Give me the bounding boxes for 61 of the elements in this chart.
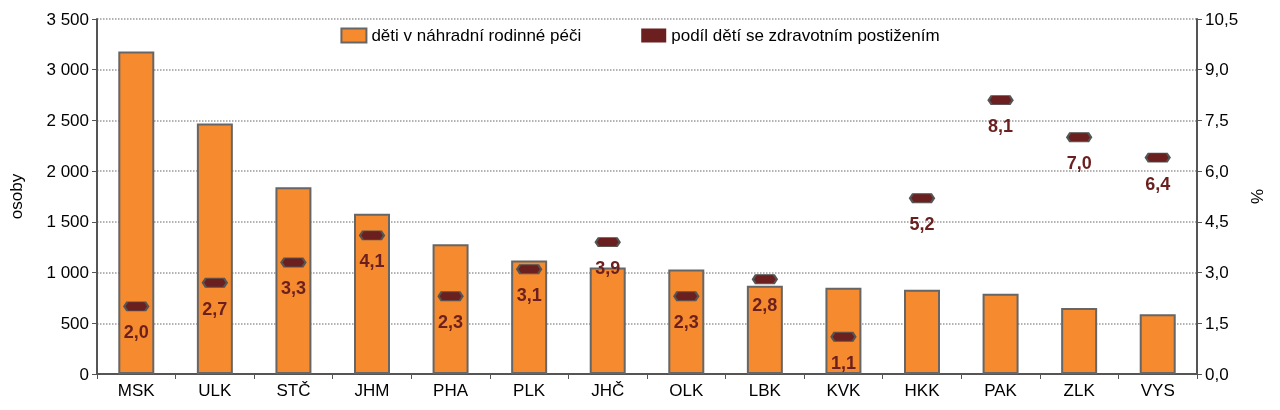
x-tick-label: ULK xyxy=(198,381,233,400)
x-tick-label: STČ xyxy=(276,381,311,400)
x-tick-label: KVK xyxy=(826,381,862,400)
x-tick-label: HKK xyxy=(904,381,941,400)
y-tick-label: 0 xyxy=(79,364,89,384)
y2-tick-label: 6,0 xyxy=(1205,161,1229,181)
data-label: 2,8 xyxy=(752,295,778,316)
bar xyxy=(1061,308,1098,374)
bar xyxy=(668,269,705,374)
legend-label: děti v náhradní rodinné péči xyxy=(371,26,582,45)
x-tick-label: LBK xyxy=(748,381,782,400)
data-label: 6,4 xyxy=(1145,173,1171,194)
bar xyxy=(275,187,312,374)
y-tick-label: 3 000 xyxy=(46,60,89,80)
bar xyxy=(432,244,469,374)
x-tick-label: JHČ xyxy=(591,381,625,400)
x-tick-label: PAK xyxy=(984,381,1018,400)
data-label: 4,1 xyxy=(359,251,385,272)
x-tick-label: ZLK xyxy=(1063,381,1096,400)
y2-axis-title: % xyxy=(1248,188,1267,205)
legend-label: podíl dětí se zdravotním postižením xyxy=(671,26,940,45)
bar xyxy=(904,289,940,374)
y-tick-label: 3 500 xyxy=(46,9,89,29)
y2-tick-label: 7,5 xyxy=(1205,110,1229,130)
bar xyxy=(354,213,390,374)
data-label: 2,3 xyxy=(673,312,699,333)
y2-tick-label: 4,5 xyxy=(1205,212,1229,232)
data-label: 5,2 xyxy=(909,214,935,235)
bar xyxy=(982,293,1019,374)
bar xyxy=(746,285,783,374)
bar xyxy=(511,260,548,374)
y2-tick-label: 3,0 xyxy=(1205,263,1229,283)
y-tick-label: 2 000 xyxy=(46,161,89,181)
y-tick-label: 1 500 xyxy=(46,212,89,232)
x-tick-label: PHA xyxy=(433,381,469,400)
y-tick-label: 500 xyxy=(60,313,89,333)
bar xyxy=(196,123,233,374)
x-tick-label: PLK xyxy=(513,381,546,400)
x-tick-label: VYS xyxy=(1140,381,1175,400)
x-tick-label: MSK xyxy=(117,381,156,400)
bar xyxy=(118,51,155,374)
data-label: 3,9 xyxy=(595,258,621,279)
y-axis-title: osoby xyxy=(7,173,26,220)
y2-tick-label: 0,0 xyxy=(1205,364,1229,384)
data-label: 7,0 xyxy=(1066,153,1092,174)
bar xyxy=(825,287,862,374)
y-tick-label: 1 000 xyxy=(46,263,89,283)
data-label: 1,1 xyxy=(830,352,856,373)
data-label: 3,3 xyxy=(280,278,306,299)
data-label: 8,1 xyxy=(988,116,1014,137)
y2-tick-label: 9,0 xyxy=(1205,60,1229,80)
data-label: 2,3 xyxy=(438,312,464,333)
y2-tick-label: 1,5 xyxy=(1205,313,1229,333)
x-tick-label: JHM xyxy=(354,381,390,400)
y2-tick-label: 10,5 xyxy=(1205,9,1239,29)
y-tick-label: 2 500 xyxy=(46,110,89,130)
x-tick-label: OLK xyxy=(669,381,704,400)
data-label: 2,0 xyxy=(123,322,149,343)
bar xyxy=(1139,314,1176,374)
data-label: 3,1 xyxy=(516,285,542,306)
data-label: 2,7 xyxy=(202,298,228,319)
